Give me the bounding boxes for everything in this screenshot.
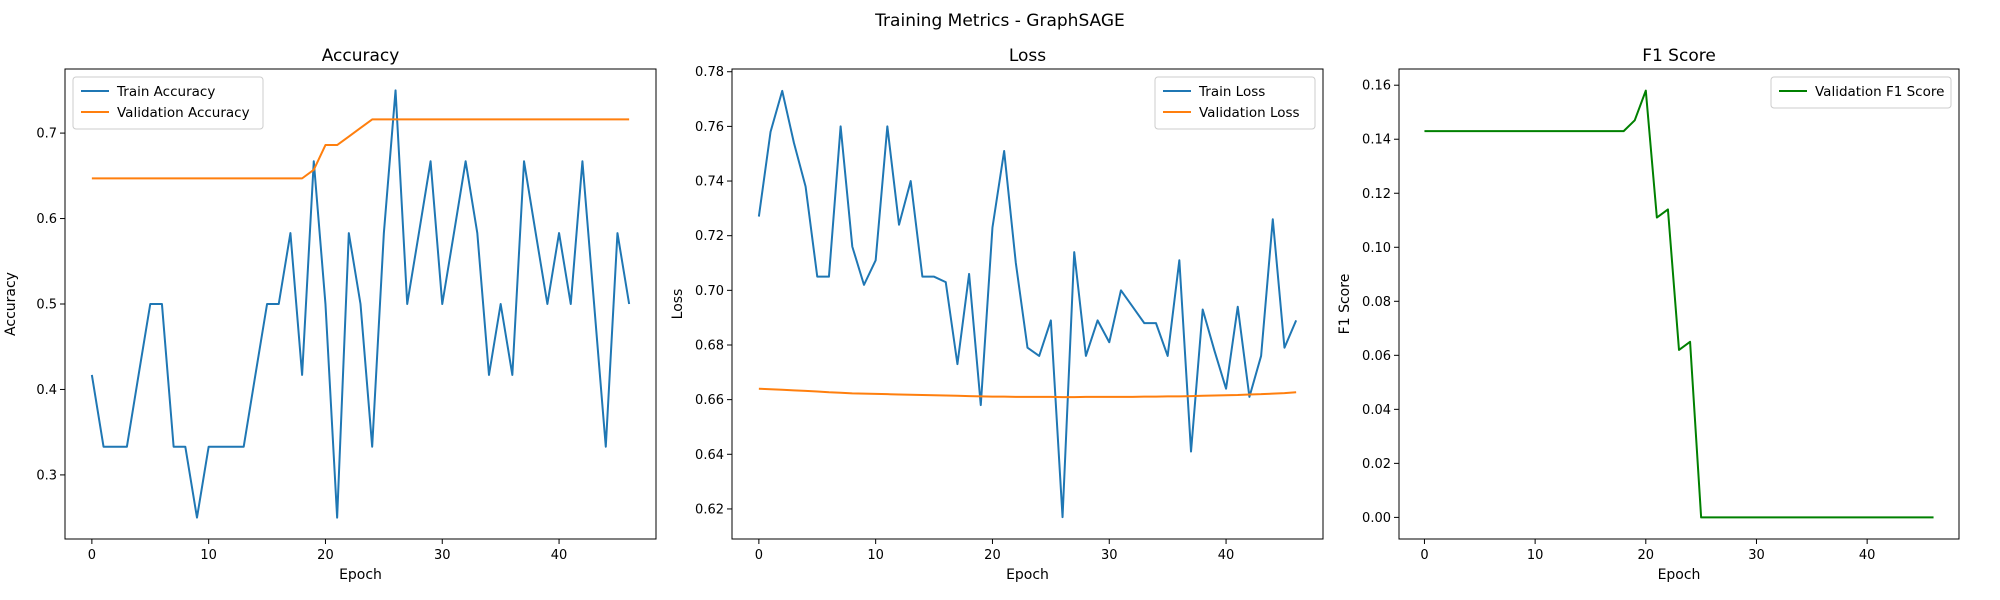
panel-title: Loss bbox=[1009, 46, 1046, 66]
chart-panels: 0 10 20 30 40 0.3 0.4 0.5 0.6 0.7 Accuracy Epoch Acc… bbox=[3, 46, 1960, 583]
legend: Train Loss Validation Loss bbox=[1154, 76, 1316, 130]
chart-panel-2: 0 10 20 30 40 0.62 0.64 0.66 0.68 0.70 0.72 0.74 0.7… bbox=[670, 46, 1324, 583]
y-tick-label: 0.10 bbox=[1362, 241, 1391, 256]
y-tick-label: 0.70 bbox=[695, 284, 724, 299]
y-tick-label: 0.74 bbox=[695, 175, 724, 190]
x-tick-label: 40 bbox=[1218, 548, 1235, 563]
legend: Validation F1 Score bbox=[1770, 76, 1952, 109]
x-tick-label: 10 bbox=[1527, 548, 1544, 563]
x-axis-label: Epoch bbox=[1006, 567, 1049, 583]
panel-title: Accuracy bbox=[322, 46, 400, 66]
y-axis-label: Loss bbox=[670, 289, 686, 320]
x-tick-label: 20 bbox=[1638, 548, 1655, 563]
x-tick-label: 40 bbox=[1859, 548, 1876, 563]
y-tick-label: 0.6 bbox=[36, 212, 57, 227]
y-tick-label: 0.64 bbox=[695, 448, 724, 463]
x-axis-label: Epoch bbox=[1658, 567, 1701, 583]
series-line-2 bbox=[758, 387, 1297, 399]
x-tick-label: 0 bbox=[88, 548, 96, 563]
legend-box bbox=[72, 76, 264, 130]
x-tick-label: 40 bbox=[551, 548, 568, 563]
x-tick-label: 30 bbox=[1748, 548, 1765, 563]
y-tick-label: 0.08 bbox=[1362, 295, 1391, 310]
x-tick-label: 10 bbox=[200, 548, 217, 563]
x-tick-label: 0 bbox=[1420, 548, 1428, 563]
chart-panel-1: 0 10 20 30 40 0.3 0.4 0.5 0.6 0.7 Accuracy Epoch Acc… bbox=[3, 46, 657, 583]
figure-suptitle: Training Metrics - GraphSAGE bbox=[874, 11, 1125, 31]
series-line-1 bbox=[757, 89, 1298, 519]
y-axis-label: F1 Score bbox=[1337, 274, 1353, 335]
x-tick-label: 10 bbox=[867, 548, 884, 563]
x-tick-label: 0 bbox=[755, 548, 763, 563]
x-axis-label: Epoch bbox=[339, 567, 382, 583]
y-tick-label: 0.3 bbox=[36, 468, 57, 483]
y-tick-label: 0.78 bbox=[695, 65, 724, 80]
legend: Train Accuracy Validation Accuracy bbox=[72, 76, 264, 130]
y-axis-label: Accuracy bbox=[3, 272, 19, 336]
series-line-2 bbox=[91, 118, 630, 180]
x-tick-label: 30 bbox=[434, 548, 451, 563]
axes-frame bbox=[1398, 68, 1960, 540]
y-tick-label: 0.16 bbox=[1362, 79, 1391, 94]
legend-label: Train Accuracy bbox=[116, 84, 215, 100]
legend-box bbox=[1770, 76, 1952, 109]
y-tick-label: 0.04 bbox=[1362, 403, 1391, 418]
y-tick-label: 0.06 bbox=[1362, 349, 1391, 364]
legend-label: Validation Loss bbox=[1199, 105, 1300, 121]
panel-title: F1 Score bbox=[1642, 46, 1716, 66]
legend-box bbox=[1154, 76, 1316, 130]
legend-label: Train Loss bbox=[1198, 84, 1265, 100]
y-tick-label: 0.7 bbox=[36, 127, 57, 142]
axes-frame bbox=[731, 68, 1324, 540]
x-tick-label: 30 bbox=[1101, 548, 1118, 563]
x-tick-label: 20 bbox=[984, 548, 1001, 563]
series-line-1 bbox=[1424, 89, 1934, 519]
series-line-1 bbox=[90, 89, 631, 519]
y-tick-label: 0.14 bbox=[1362, 133, 1391, 148]
chart-panel-3: 0 10 20 30 40 0.00 0.02 0.04 0.06 0.08 0.10 0.12 0.1… bbox=[1337, 46, 1960, 583]
legend-label: Validation Accuracy bbox=[117, 105, 250, 121]
x-tick-label: 20 bbox=[317, 548, 334, 563]
y-tick-label: 0.4 bbox=[36, 383, 57, 398]
y-tick-label: 0.12 bbox=[1362, 187, 1391, 202]
y-tick-label: 0.00 bbox=[1362, 511, 1391, 526]
y-tick-label: 0.68 bbox=[695, 338, 724, 353]
y-tick-label: 0.66 bbox=[695, 393, 724, 408]
legend-label: Validation F1 Score bbox=[1815, 84, 1944, 100]
y-tick-label: 0.72 bbox=[695, 229, 724, 244]
y-tick-label: 0.5 bbox=[36, 298, 57, 313]
y-tick-label: 0.02 bbox=[1362, 457, 1391, 472]
y-tick-label: 0.62 bbox=[695, 502, 724, 517]
y-tick-label: 0.76 bbox=[695, 120, 724, 135]
